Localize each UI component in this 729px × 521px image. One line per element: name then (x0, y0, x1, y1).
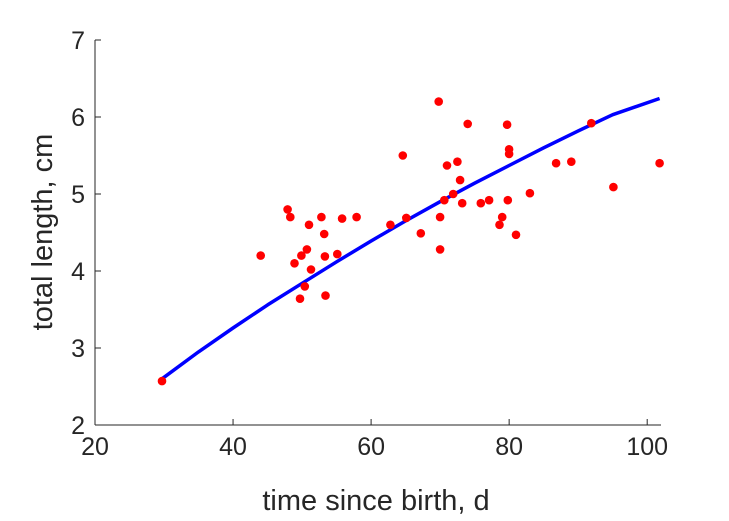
data-point (511, 230, 521, 240)
data-point (302, 245, 312, 254)
x-tick-label: 100 (626, 433, 668, 461)
data-point (398, 151, 408, 160)
x-tick-label: 40 (219, 433, 247, 461)
data-point (453, 157, 462, 166)
data-point (434, 97, 444, 106)
data-point (504, 149, 514, 159)
data-point (300, 282, 310, 291)
data-point (283, 205, 292, 214)
data-point (333, 249, 342, 259)
data-point (286, 212, 295, 222)
data-point (297, 251, 306, 260)
y-tick-label: 3 (71, 335, 85, 363)
data-point (295, 294, 305, 304)
data-point (435, 212, 445, 222)
data-point (448, 189, 458, 199)
data-points-layer (157, 97, 664, 386)
x-tick-label: 80 (495, 433, 523, 461)
data-point (290, 259, 299, 268)
data-point (256, 251, 266, 260)
data-point (435, 245, 445, 254)
data-point (476, 198, 486, 208)
y-tick-label: 7 (71, 27, 85, 55)
x-axis-label: time since birth, d (262, 485, 489, 517)
data-point (502, 120, 512, 129)
data-point (457, 198, 467, 208)
y-tick-label: 4 (71, 258, 85, 286)
axes: 20 40 60 80 100 2 3 4 5 6 7 (71, 27, 668, 461)
data-point (442, 161, 452, 170)
data-point (317, 212, 326, 222)
y-axis-label: total length, cm (27, 134, 59, 331)
fit-curve (160, 96, 661, 381)
data-point (551, 158, 561, 168)
fit-curve-layer (160, 96, 661, 381)
data-point (157, 376, 167, 386)
data-point (321, 291, 330, 300)
data-point (402, 213, 411, 223)
x-tick-label: 20 (81, 433, 109, 461)
data-point (319, 229, 329, 239)
data-point (320, 252, 330, 261)
data-point (306, 265, 316, 274)
data-point (304, 220, 314, 230)
data-point (352, 212, 361, 222)
data-point (587, 118, 596, 128)
y-tick-label: 5 (71, 181, 85, 209)
data-point (484, 195, 494, 205)
data-point (386, 220, 395, 230)
data-point (416, 229, 426, 238)
data-point (495, 220, 504, 230)
data-point (525, 188, 535, 198)
data-point (463, 119, 473, 129)
y-tick-label: 2 (71, 412, 85, 440)
data-point (455, 175, 465, 185)
y-tick-label: 6 (71, 104, 85, 132)
data-point (567, 157, 576, 166)
data-point (655, 158, 664, 168)
data-point (337, 214, 347, 223)
data-point (440, 195, 449, 205)
data-point (503, 195, 513, 205)
data-point (609, 182, 618, 192)
data-point (497, 212, 507, 222)
x-tick-label: 60 (357, 433, 385, 461)
